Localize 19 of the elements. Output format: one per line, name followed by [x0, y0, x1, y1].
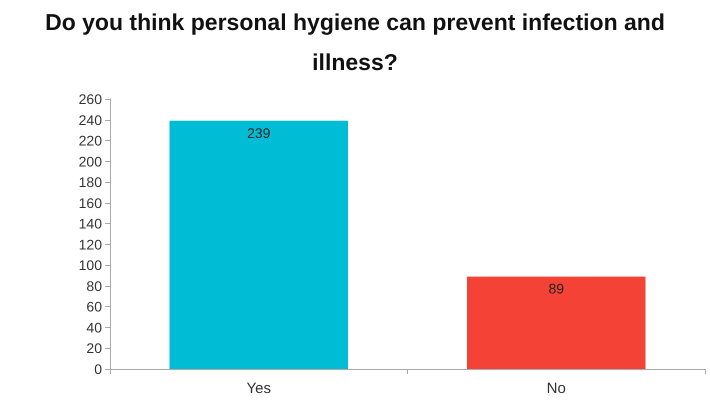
x-tick-label: No [546, 380, 566, 397]
y-tick-label: 140 [78, 216, 102, 232]
y-tick-label: 40 [86, 319, 102, 336]
data-label: 239 [247, 124, 271, 141]
y-tick-label: 160 [78, 194, 102, 211]
y-tick-label: 240 [78, 112, 102, 128]
x-tick-label: Yes [246, 380, 271, 397]
y-tick-label: 200 [78, 153, 102, 170]
y-tick-label: 260 [78, 91, 102, 107]
y-tick-label: 180 [78, 174, 102, 190]
y-tick-label: 20 [86, 340, 102, 356]
y-tick-label: 0 [94, 361, 102, 377]
y-tick-label: 60 [86, 298, 102, 315]
y-tick-label: 220 [78, 132, 102, 149]
y-tick-label: 100 [78, 257, 102, 274]
y-tick-label: 80 [86, 278, 102, 294]
data-label: 89 [548, 280, 564, 297]
y-tick-label: 120 [78, 236, 102, 252]
chart-title: Do you think personal hygiene can prevent infection and illness? [44, 8, 666, 77]
